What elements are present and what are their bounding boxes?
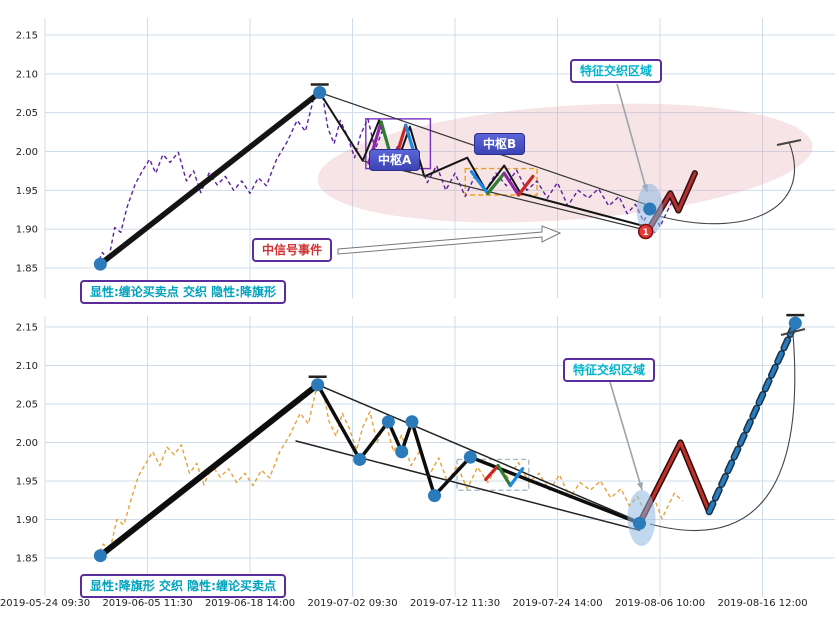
y-tick-label: 2.10 xyxy=(16,361,38,372)
x-tick-label: 2019-08-16 12:00 xyxy=(717,598,807,609)
pivot-dot xyxy=(788,316,802,330)
event-dot-label: 1 xyxy=(643,228,649,238)
pen-main xyxy=(97,381,321,559)
y-tick-label: 2.00 xyxy=(16,438,38,449)
y-tick-label: 2.15 xyxy=(16,323,38,334)
y-tick-label: 2.15 xyxy=(16,31,38,42)
x-tick-label: 2019-05-24 09:30 xyxy=(0,598,90,609)
pivot-dot xyxy=(463,450,477,464)
y-tick-label: 2.05 xyxy=(16,400,38,411)
guide-arc xyxy=(654,141,795,225)
y-tick-label: 2.10 xyxy=(16,69,38,80)
annotation-hub-a: 中枢A xyxy=(369,149,421,171)
annotation-signal-event: 中信号事件 xyxy=(252,238,333,262)
mini-stroke xyxy=(496,464,512,488)
mini-stroke xyxy=(508,467,525,488)
feature-leader-head xyxy=(636,482,643,490)
mini-stroke xyxy=(484,464,500,482)
rise-blue xyxy=(707,321,798,514)
grid xyxy=(44,18,835,298)
guide-arc xyxy=(649,333,796,532)
pivot-dot xyxy=(405,415,419,429)
annotation-feature-zone-top: 特征交织区域 xyxy=(570,59,663,83)
annotation-feature-zone-bottom: 特征交织区域 xyxy=(563,358,656,382)
feature-leader xyxy=(616,83,648,193)
feature-leader xyxy=(609,381,643,491)
panel-top: 1 2.15 2.10 2.05 2.00 1.95 1.90 1.85 xyxy=(16,18,835,298)
x-tick-label: 2019-07-02 09:30 xyxy=(307,598,397,609)
pivot-dot xyxy=(93,549,107,563)
mini-stroke xyxy=(516,174,535,197)
mini-stroke xyxy=(469,170,490,196)
pen-main xyxy=(97,89,323,267)
pivot-dot xyxy=(311,378,325,392)
mini-stroke xyxy=(502,171,521,197)
pivot-dot xyxy=(313,85,327,99)
price-dashed-orange xyxy=(95,383,683,559)
caption-top-panel: 显性:缠论买卖点 交织 隐性:降旗形 xyxy=(80,280,286,304)
arc-tee xyxy=(776,139,802,146)
y-tick-label: 1.90 xyxy=(16,515,38,526)
rebound-red xyxy=(637,440,711,525)
y-tick-label: 1.95 xyxy=(16,186,38,197)
y-tick-label: 2.05 xyxy=(16,108,38,119)
x-tick-label: 2019-07-12 11:30 xyxy=(410,598,500,609)
y-tick-label: 1.95 xyxy=(16,477,38,488)
channel-upper xyxy=(316,383,641,523)
pivot-dot xyxy=(428,489,441,503)
x-tick-label: 2019-06-05 11:30 xyxy=(102,598,192,609)
grid xyxy=(44,316,835,597)
event-dot xyxy=(637,223,654,240)
panel-bottom: 2.15 2.10 2.05 2.00 1.95 1.90 1.85 xyxy=(16,313,835,597)
pivot-dot xyxy=(643,202,657,216)
pivot-dot xyxy=(353,452,367,466)
y-tick-label: 2.00 xyxy=(16,147,38,158)
price-dashed-purple xyxy=(95,90,681,267)
x-tick-label: 2019-06-18 14:00 xyxy=(205,598,295,609)
x-axis: 2019-05-24 09:30 2019-06-05 11:30 2019-06-… xyxy=(0,598,808,609)
pivot-dot xyxy=(395,445,409,459)
channel-lower xyxy=(295,440,641,532)
pivot-dot xyxy=(93,257,107,271)
annotation-hub-b: 中枢B xyxy=(474,133,526,155)
pen-zigzag xyxy=(315,382,642,526)
x-tick-label: 2019-07-24 14:00 xyxy=(512,598,602,609)
caption-bottom-panel: 显性:降旗形 交织 隐性:缠论买卖点 xyxy=(80,574,286,598)
x-tick-label: 2019-08-06 10:00 xyxy=(615,598,705,609)
channel-lower xyxy=(362,160,656,233)
y-tick-label: 1.90 xyxy=(16,225,38,236)
y-tick-label: 1.85 xyxy=(16,554,38,565)
arc-tee xyxy=(780,328,806,336)
signal-arrow xyxy=(337,225,562,255)
pivot-dot xyxy=(381,415,395,429)
mini-stroke xyxy=(486,171,506,196)
y-tick-label: 1.85 xyxy=(16,264,38,275)
pivot-dot xyxy=(633,516,646,530)
